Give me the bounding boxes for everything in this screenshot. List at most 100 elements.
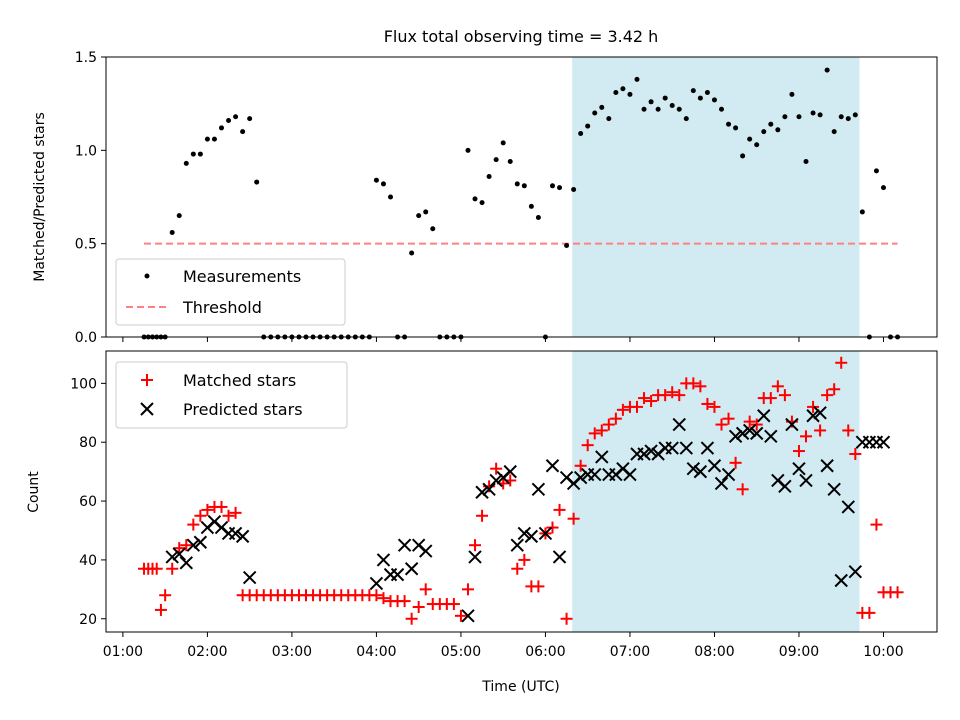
measurement-point — [211, 136, 217, 142]
measurement-point — [190, 151, 196, 157]
measurement-point — [486, 173, 492, 179]
measurement-point — [761, 129, 767, 135]
measurement-point — [740, 153, 746, 159]
measurement-point — [852, 112, 858, 118]
measurement-point — [669, 103, 675, 109]
predicted-point — [665, 441, 679, 455]
measurement-point — [810, 110, 816, 116]
matched-point — [638, 392, 651, 405]
predicted-point — [531, 482, 546, 497]
matched-point — [222, 509, 235, 522]
matched-point — [574, 459, 587, 472]
measurement-point — [409, 250, 415, 256]
x-axis-label: Time (UTC) — [481, 679, 559, 695]
measurement-point — [733, 125, 739, 131]
predicted-point — [242, 570, 257, 585]
measurement-point — [627, 91, 633, 97]
matched-point — [159, 589, 172, 602]
matched-point — [814, 424, 827, 437]
measurement-point — [747, 136, 753, 142]
legend-matched-label: Matched stars — [183, 371, 296, 390]
predicted-point — [397, 538, 412, 552]
measurement-point — [803, 159, 809, 165]
measurement-point — [233, 114, 239, 120]
matched-point — [602, 418, 615, 431]
bottom-y-tick-label: 20 — [79, 612, 97, 628]
predicted-point — [876, 435, 891, 449]
predicted-point — [714, 476, 729, 491]
measurement-point — [197, 151, 203, 157]
predicted-point — [524, 529, 539, 544]
measurement-point — [430, 226, 436, 232]
measurement-point — [648, 99, 654, 105]
matched-point — [490, 462, 503, 475]
predicted-point — [686, 461, 701, 476]
measurement-point — [183, 160, 189, 166]
bottom-panel: 20 40 60 80 100 01:00 02:00 03:00 04:00 05:00 06:… — [26, 350, 938, 695]
predicted-point — [672, 417, 686, 432]
measurement-point — [697, 95, 703, 101]
matched-point — [870, 518, 883, 531]
x-tick-label: 05:00 — [441, 644, 481, 660]
predicted-point — [700, 441, 715, 455]
legend-measurements-label: Measurements — [183, 267, 301, 286]
predicted-point — [468, 550, 482, 564]
matched-point — [581, 439, 594, 452]
measurement-point — [549, 183, 555, 189]
measurement-point — [254, 179, 260, 185]
measurement-point — [465, 147, 471, 153]
measurement-point — [676, 106, 682, 112]
matched-point — [807, 400, 820, 413]
predicted-point — [538, 526, 553, 541]
measurement-point — [845, 116, 851, 122]
matched-point — [461, 583, 474, 596]
matched-point — [701, 397, 714, 410]
chart-title: Flux total observing time = 3.42 h — [384, 27, 659, 46]
measurement-point — [240, 129, 246, 135]
predicted-point — [728, 429, 743, 444]
bottom-y-tick-label: 100 — [70, 376, 97, 392]
top-legend-box — [115, 258, 346, 326]
matched-point — [532, 580, 545, 593]
x-tick-label: 01:00 — [103, 644, 143, 660]
matched-point — [447, 598, 460, 611]
top-panel: 0.0 0.5 1.0 1.5 Matched/Predicted stars Mea… — [32, 50, 938, 346]
measurement-point — [578, 131, 584, 137]
top-legend: Measurements Threshold — [115, 258, 346, 326]
matched-point — [722, 412, 735, 425]
predicted-point — [517, 526, 532, 541]
predicted-point — [376, 553, 391, 567]
predicted-point — [475, 485, 489, 499]
bottom-y-tick-label: 40 — [79, 553, 97, 569]
matched-point — [405, 612, 418, 625]
measurement-point — [423, 209, 429, 215]
matched-point — [229, 506, 242, 519]
matched-point — [729, 456, 742, 469]
predicted-point — [552, 550, 567, 564]
matched-point — [849, 447, 862, 460]
matched-point — [377, 592, 390, 605]
predicted-point — [235, 529, 250, 544]
matched-point — [630, 400, 643, 413]
predicted-point — [785, 417, 799, 432]
legend-threshold-label: Threshold — [182, 298, 262, 317]
matched-point — [560, 612, 573, 625]
x-tick-label: 04:00 — [356, 644, 396, 660]
matched-point — [687, 377, 700, 390]
measurement-point — [641, 106, 647, 112]
measurement-point — [585, 123, 591, 129]
measurement-point — [514, 181, 520, 187]
measurement-point — [831, 129, 837, 135]
measurement-point — [796, 114, 802, 120]
matched-point — [166, 562, 179, 575]
bottom-observing-window-shade — [572, 351, 860, 632]
matched-point — [419, 583, 432, 596]
matched-point — [715, 418, 728, 431]
matched-point — [842, 424, 855, 437]
measurement-point — [824, 67, 830, 73]
predicted-point — [390, 567, 405, 582]
predicted-point — [489, 473, 503, 488]
bottom-y-tick-label: 80 — [79, 435, 97, 451]
matched-point — [567, 512, 580, 525]
matched-point — [215, 500, 228, 513]
